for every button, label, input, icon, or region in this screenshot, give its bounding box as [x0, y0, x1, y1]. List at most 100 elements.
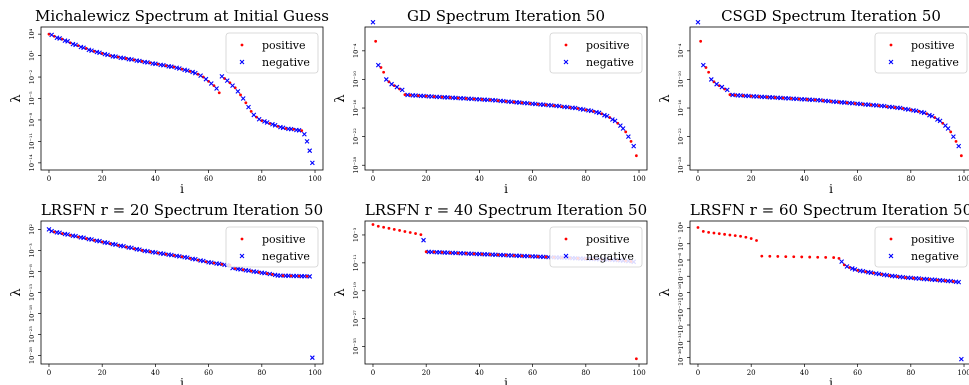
points: [695, 19, 963, 158]
y-tick-label: 10⁻⁴: [677, 43, 685, 58]
positive-point: [512, 254, 516, 257]
y-tick-label: 10⁴: [677, 222, 685, 233]
y-tick-label: 10⁻¹⁰: [352, 71, 360, 88]
positive-point: [432, 250, 436, 254]
negative-point: [596, 110, 602, 116]
negative-point: [695, 19, 701, 25]
positive-point: [544, 103, 548, 107]
legend-box: [874, 226, 968, 268]
positive-point: [448, 96, 452, 99]
positive-point: [805, 98, 809, 101]
positive-point: [520, 101, 524, 105]
positive-point: [707, 230, 711, 234]
subplot-title: LRSFN r = 40 Spectrum Iteration 50: [365, 201, 647, 219]
subplot-6: LRSFN r = 60 Spectrum Iteration 50 0 20 40 6…: [658, 201, 969, 385]
negative-point: [73, 233, 78, 239]
positive-point: [528, 102, 532, 105]
x-tick-label: 60: [528, 175, 537, 183]
y-tick-label: 10⁻³⁵: [352, 338, 360, 355]
positive-point: [496, 253, 500, 257]
positive-point: [896, 275, 899, 278]
positive-point: [265, 272, 269, 275]
x-tick-label: 0: [696, 175, 700, 183]
negative-point: [929, 113, 935, 119]
negative-point: [145, 248, 150, 254]
positive-point: [816, 255, 820, 259]
negative-point: [857, 101, 863, 107]
legend-label-positive: positive: [262, 39, 306, 52]
positive-point: [480, 252, 484, 256]
negative-point: [540, 254, 546, 260]
negative-point: [572, 105, 578, 111]
negative-point: [200, 258, 206, 264]
legend-marker-negative: [888, 59, 894, 65]
negative-point: [389, 81, 394, 87]
positive-point: [414, 232, 417, 235]
negative-point: [137, 247, 142, 252]
positive-point: [765, 95, 769, 99]
positive-point: [928, 278, 931, 281]
positive-point: [560, 105, 564, 109]
negative-point: [604, 113, 610, 119]
negative-point: [625, 134, 631, 140]
negative-point: [208, 81, 214, 86]
negative-point: [580, 107, 586, 112]
negative-point: [262, 118, 267, 124]
legend-marker-positive: [889, 43, 893, 47]
x-axis-label: i: [829, 376, 833, 385]
subplot-3: CSGD Spectrum Iteration 50 0 20 40 60 80 100 10…: [658, 7, 969, 196]
x-tick-label: 20: [98, 369, 107, 377]
positive-point: [300, 129, 304, 133]
positive-point: [877, 104, 881, 108]
negative-point: [246, 268, 251, 274]
axes-frame: [364, 26, 648, 171]
negative-point: [230, 83, 235, 89]
positive-point: [813, 98, 817, 102]
positive-point: [382, 70, 386, 74]
legend-box: [225, 226, 319, 268]
positive-point: [893, 106, 897, 109]
x-tick-label: 80: [581, 369, 590, 377]
y-tick-label: 10²: [28, 224, 36, 235]
negative-point: [445, 250, 450, 256]
y-tick-label: 10⁻¹⁶: [677, 99, 685, 116]
x-tick-label: 100: [957, 175, 969, 183]
legend-label-negative: negative: [586, 56, 634, 69]
positive-point: [424, 250, 428, 254]
positive-point: [148, 250, 152, 254]
legend: positive negative: [549, 226, 643, 268]
legend-box: [549, 226, 643, 268]
x-tick-label: 80: [906, 175, 915, 183]
negative-point: [461, 96, 466, 101]
negative-point: [280, 125, 286, 131]
negative-point: [453, 95, 458, 101]
positive-point: [382, 225, 386, 229]
positive-point: [504, 253, 508, 257]
negative-point: [57, 230, 63, 236]
negative-point: [246, 104, 251, 110]
y-tick-label: 10⁻¹⁸: [28, 305, 36, 322]
negative-point: [270, 121, 275, 127]
positive-point: [832, 256, 836, 259]
negative-point: [865, 102, 871, 108]
negative-point: [49, 228, 55, 234]
legend: positive negative: [874, 226, 968, 268]
negative-point: [208, 260, 214, 266]
positive-point: [504, 99, 508, 103]
negative-point: [508, 253, 514, 258]
negative-point: [900, 274, 906, 280]
negative-point: [516, 100, 522, 105]
positive-point: [701, 230, 705, 233]
positive-point: [488, 98, 492, 102]
negative-point: [508, 99, 514, 105]
positive-point: [464, 97, 468, 100]
x-axis-label: i: [829, 182, 833, 196]
y-tick-label: 10⁻²⁸: [352, 156, 360, 173]
positive-point: [233, 267, 237, 270]
negative-point: [235, 88, 241, 94]
negative-point: [868, 270, 874, 276]
positive-point: [733, 93, 737, 97]
negative-point: [921, 110, 927, 116]
y-tick-label: 10⁻⁸: [28, 112, 36, 127]
x-tick-label: 20: [747, 369, 756, 377]
